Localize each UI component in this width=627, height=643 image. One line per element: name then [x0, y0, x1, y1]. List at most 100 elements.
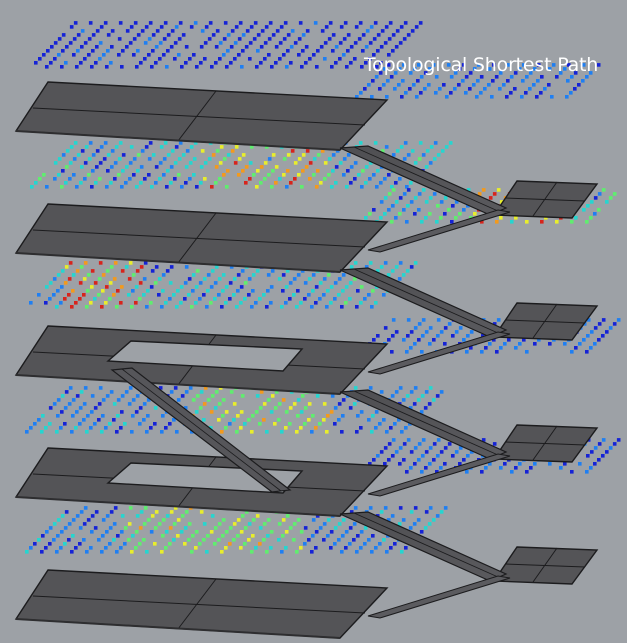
path-density-dot: [258, 422, 262, 426]
path-density-dot: [75, 65, 79, 69]
path-density-dot: [238, 21, 243, 25]
path-density-dot: [296, 414, 300, 418]
path-density-dot: [221, 518, 226, 522]
path-density-dot: [420, 470, 424, 474]
path-density-dot: [337, 277, 342, 281]
path-density-dot: [117, 173, 121, 177]
path-density-dot: [585, 350, 589, 354]
path-density-dot: [154, 61, 158, 65]
path-density-dot: [147, 157, 152, 161]
path-density-dot: [237, 173, 241, 177]
path-density-dot: [72, 37, 77, 41]
path-density-dot: [495, 220, 499, 224]
path-density-dot: [132, 157, 137, 161]
path-density-dot: [369, 25, 374, 29]
path-density-dot: [547, 67, 552, 71]
path-density-dot: [263, 161, 268, 165]
path-density-dot: [95, 29, 100, 33]
path-density-dot: [74, 301, 78, 305]
path-density-dot: [379, 216, 383, 220]
path-density-dot: [202, 402, 207, 406]
path-density-dot: [56, 414, 60, 418]
path-density-dot: [586, 334, 590, 338]
path-density-dot: [241, 153, 246, 157]
path-density-dot: [544, 216, 548, 220]
path-density-dot: [40, 430, 44, 434]
path-density-dot: [413, 212, 417, 216]
path-density-dot: [401, 273, 406, 277]
path-density-dot: [181, 153, 186, 157]
path-density-dot: [144, 145, 149, 149]
path-density-dot: [60, 269, 65, 273]
path-density-dot: [210, 185, 214, 189]
path-density-dot: [41, 534, 45, 538]
path-density-dot: [258, 542, 262, 546]
path-density-dot: [98, 57, 102, 61]
path-density-dot: [243, 526, 248, 530]
path-density-dot: [98, 386, 103, 390]
path-density-dot: [264, 25, 269, 29]
path-density-dot: [161, 534, 165, 538]
path-density-dot: [56, 398, 61, 402]
path-density-dot: [240, 65, 244, 69]
path-density-dot: [244, 510, 249, 514]
path-density-dot: [322, 522, 327, 526]
path-density-dot: [124, 390, 129, 394]
path-density-dot: [428, 212, 432, 216]
path-density-dot: [163, 141, 168, 145]
path-density-dot: [361, 33, 366, 37]
path-density-dot: [349, 61, 353, 65]
path-density-dot: [178, 141, 183, 145]
path-density-dot: [83, 261, 88, 265]
path-density-dot: [158, 57, 162, 61]
path-density-dot: [304, 45, 309, 49]
path-density-dot: [421, 334, 425, 338]
path-density-dot: [258, 406, 263, 410]
path-density-dot: [199, 45, 204, 49]
path-density-dot: [417, 322, 422, 326]
path-density-dot: [468, 87, 472, 91]
path-density-dot: [166, 153, 171, 157]
path-density-dot: [239, 301, 243, 305]
path-density-dot: [109, 61, 113, 65]
floor-slab: [14, 81, 389, 151]
path-density-dot: [281, 289, 285, 293]
path-density-dot: [301, 169, 305, 173]
path-density-dot: [431, 398, 436, 402]
path-density-dot: [353, 386, 358, 390]
path-density-dot: [506, 79, 510, 83]
path-density-dot: [363, 542, 367, 546]
inner-ramp-seam: [121, 368, 282, 492]
path-density-dot: [443, 342, 447, 346]
path-density-dot: [409, 265, 414, 269]
path-density-dot: [605, 330, 609, 334]
path-density-dot: [566, 79, 570, 83]
floor-seam: [32, 595, 366, 614]
path-density-dot: [200, 29, 205, 33]
path-density-dot: [120, 269, 125, 273]
path-density-dot: [282, 173, 286, 177]
path-density-dot: [202, 538, 206, 542]
path-density-dot: [376, 49, 380, 53]
path-density-dot: [255, 394, 260, 398]
path-density-dot: [169, 265, 174, 269]
path-density-dot: [340, 430, 344, 434]
path-density-dot: [265, 430, 269, 434]
path-density-dot: [106, 169, 110, 173]
path-density-dot: [368, 506, 373, 510]
path-density-dot: [364, 181, 368, 185]
path-density-dot: [570, 470, 574, 474]
path-density-dot: [206, 398, 211, 402]
path-density-dot: [311, 518, 316, 522]
path-density-dot: [404, 426, 408, 430]
path-density-dot: [303, 422, 307, 426]
stair-landing: [492, 424, 599, 463]
path-density-dot: [337, 538, 341, 542]
path-density-dot: [53, 161, 58, 165]
path-density-dot: [371, 534, 375, 538]
path-density-dot: [355, 550, 359, 554]
path-density-dot: [386, 79, 390, 83]
path-density-dot: [56, 273, 61, 277]
path-density-dot: [63, 281, 68, 285]
